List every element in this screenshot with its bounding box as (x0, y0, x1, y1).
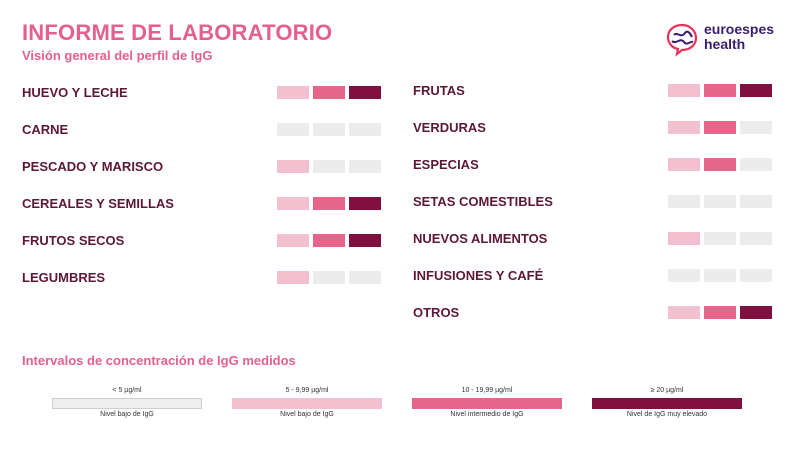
page-title: INFORME DE LABORATORIO (22, 20, 333, 45)
level-swatch-2 (704, 84, 736, 97)
legend-item: 5 - 9,99 µg/ml Nivel bajo de IgG (232, 387, 382, 423)
logo-text-line2: health (704, 36, 746, 52)
category-label: FRUTOS SECOS (22, 233, 125, 248)
level-swatch-1 (668, 158, 700, 171)
category-label: INFUSIONES Y CAFÉ (413, 268, 544, 283)
category-row: CEREALES Y SEMILLAS (22, 193, 383, 213)
level-swatch-2 (313, 123, 345, 136)
legend-title: Intervalos de concentración de IgG medid… (22, 353, 296, 368)
category-label: PESCADO Y MARISCO (22, 159, 164, 174)
level-swatch-1 (277, 123, 309, 136)
level-swatch-3 (740, 269, 772, 282)
category-label: ESPECIAS (413, 157, 479, 172)
category-row: ESPECIAS (413, 154, 774, 174)
page-subtitle: Visión general del perfil de IgG (22, 48, 213, 63)
level-swatch-3 (740, 232, 772, 245)
level-swatch-2 (313, 160, 345, 173)
level-swatch-2 (313, 197, 345, 210)
level-swatch-1 (277, 271, 309, 284)
category-row: HUEVO Y LECHE (22, 82, 383, 102)
level-swatch-2 (704, 306, 736, 319)
legend-range: 10 - 19,99 µg/ml (461, 387, 513, 394)
category-label: OTROS (413, 305, 460, 320)
category-row: PESCADO Y MARISCO (22, 156, 383, 176)
category-label: NUEVOS ALIMENTOS (413, 231, 548, 246)
category-row: CARNE (22, 119, 383, 139)
brand-logo: euroespes health (664, 21, 784, 57)
level-swatch-3 (740, 306, 772, 319)
level-swatch-1 (277, 197, 309, 210)
category-label: SETAS COMESTIBLES (413, 194, 553, 209)
category-label: LEGUMBRES (22, 270, 106, 285)
legend-color-bar (592, 398, 742, 409)
category-row: FRUTOS SECOS (22, 230, 383, 250)
level-swatch-3 (349, 160, 381, 173)
level-swatch-2 (313, 271, 345, 284)
level-swatch-2 (313, 86, 345, 99)
category-row: FRUTAS (413, 80, 774, 100)
level-swatch-3 (349, 86, 381, 99)
level-swatch-3 (349, 123, 381, 136)
category-row: INFUSIONES Y CAFÉ (413, 265, 774, 285)
legend-color-bar (232, 398, 382, 409)
level-swatch-2 (704, 158, 736, 171)
category-row: NUEVOS ALIMENTOS (413, 228, 774, 248)
legend-description: Nivel bajo de IgG (280, 411, 334, 418)
legend-item: 10 - 19,99 µg/ml Nivel intermedio de IgG (412, 387, 562, 423)
category-label: HUEVO Y LECHE (22, 85, 128, 100)
level-swatch-1 (277, 86, 309, 99)
level-swatch-1 (668, 121, 700, 134)
level-swatch-2 (704, 269, 736, 282)
legend-color-bar (412, 398, 562, 409)
level-swatch-1 (277, 160, 309, 173)
level-swatch-3 (349, 197, 381, 210)
legend-color-bar (52, 398, 202, 409)
level-swatch-3 (740, 195, 772, 208)
legend-range: ≥ 20 µg/ml (650, 387, 684, 394)
level-swatch-1 (668, 232, 700, 245)
legend-range: 5 - 9,99 µg/ml (285, 387, 329, 394)
level-swatch-1 (277, 234, 309, 247)
category-row: LEGUMBRES (22, 267, 383, 287)
logo-text-line1: euroespes (704, 21, 775, 37)
level-swatch-3 (740, 121, 772, 134)
legend-range: < 5 µg/ml (112, 387, 142, 394)
level-swatch-2 (313, 234, 345, 247)
level-swatch-2 (704, 195, 736, 208)
category-label: FRUTAS (413, 83, 465, 98)
legend-description: Nivel bajo de IgG (100, 411, 154, 418)
category-row: OTROS (413, 302, 774, 322)
level-swatch-3 (349, 271, 381, 284)
category-label: VERDURAS (413, 120, 486, 135)
legend-item: ≥ 20 µg/ml Nivel de IgG muy elevado (592, 387, 742, 423)
level-swatch-3 (740, 158, 772, 171)
level-swatch-1 (668, 269, 700, 282)
category-row: SETAS COMESTIBLES (413, 191, 774, 211)
level-swatch-1 (668, 195, 700, 208)
level-swatch-1 (668, 306, 700, 319)
legend-description: Nivel de IgG muy elevado (626, 411, 708, 418)
level-swatch-3 (349, 234, 381, 247)
category-label: CARNE (22, 122, 69, 137)
legend-description: Nivel intermedio de IgG (450, 411, 524, 418)
level-swatch-3 (740, 84, 772, 97)
legend-item: < 5 µg/ml Nivel bajo de IgG (52, 387, 202, 423)
category-label: CEREALES Y SEMILLAS (22, 196, 174, 211)
level-swatch-2 (704, 121, 736, 134)
brain-logo-icon (666, 23, 698, 57)
level-swatch-2 (704, 232, 736, 245)
category-row: VERDURAS (413, 117, 774, 137)
level-swatch-1 (668, 84, 700, 97)
